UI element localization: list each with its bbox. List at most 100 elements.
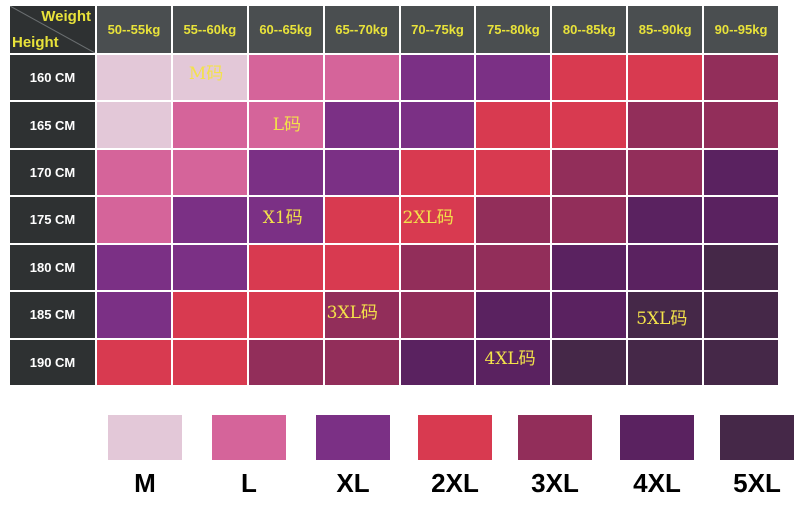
size-cell (400, 102, 475, 148)
size-color-legend: M L XL 2XL 3XL 4XL 5XL (0, 410, 800, 506)
size-cell (97, 339, 171, 385)
height-row-header: 165 CM (10, 102, 95, 148)
size-cell (476, 149, 551, 196)
size-cell (172, 244, 247, 291)
size-cell (248, 339, 323, 385)
size-cell (400, 55, 475, 101)
diagonal-divider (10, 6, 95, 53)
height-axis-label: Height (12, 34, 59, 51)
size-cell (324, 339, 399, 385)
size-cell (324, 102, 399, 148)
size-cell (97, 292, 171, 338)
size-cell: X1码 (248, 197, 323, 243)
size-region-label: 3XL码 (326, 303, 378, 324)
size-region-label: M码 (188, 64, 224, 84)
size-cell (97, 244, 171, 291)
legend-swatch (720, 415, 794, 460)
height-row-header: 175 CM (10, 197, 95, 243)
size-cell (552, 244, 627, 291)
height-row-header: 190 CM (10, 339, 95, 385)
height-row-header: 160 CM (10, 55, 95, 101)
size-cell (400, 339, 475, 385)
size-cell (172, 197, 247, 243)
size-cell (172, 149, 247, 196)
size-cell (248, 55, 323, 101)
weight-column-header: 90--95kg (704, 6, 778, 53)
header-corner: Weight Height (10, 6, 95, 53)
size-cell (476, 292, 551, 338)
size-cell (324, 55, 399, 101)
size-cell (97, 197, 171, 243)
size-cell (324, 244, 399, 291)
size-cell (97, 102, 171, 148)
weight-column-header: 60--65kg (248, 6, 323, 53)
size-cell (97, 55, 171, 101)
size-cell (628, 102, 703, 148)
weight-column-header: 80--85kg (552, 6, 627, 53)
size-cell (552, 102, 627, 148)
size-cell (476, 244, 551, 291)
size-cell (704, 292, 778, 338)
weight-column-header: 50--55kg (97, 6, 171, 53)
weight-column-header: 65--70kg (324, 6, 399, 53)
legend-size-label: L (241, 468, 257, 498)
legend-size-label: XL (336, 468, 370, 498)
size-cell (704, 149, 778, 196)
size-cell: 5XL码 (628, 292, 703, 338)
size-cell (248, 244, 323, 291)
size-cell (400, 149, 475, 196)
legend-size-label: 4XL (633, 468, 681, 498)
height-row-header: 185 CM (10, 292, 95, 338)
size-cell (172, 339, 247, 385)
legend-swatch (108, 415, 182, 460)
size-cell (400, 292, 475, 338)
height-row-header: 180 CM (10, 244, 95, 291)
size-region-label: 2XL码 (402, 208, 454, 229)
legend-swatch (620, 415, 694, 460)
size-cell (704, 197, 778, 243)
size-region-label: X1码 (262, 208, 303, 229)
size-cell (552, 55, 627, 101)
weight-column-header: 70--75kg (400, 6, 475, 53)
size-cell (476, 197, 551, 243)
legend-swatch (518, 415, 592, 460)
size-cell (324, 197, 399, 243)
size-cell (628, 149, 703, 196)
size-cell (552, 339, 627, 385)
weight-column-header: 75--80kg (476, 6, 551, 53)
height-row-header: 170 CM (10, 149, 95, 196)
size-cell (476, 102, 551, 148)
size-cell: 2XL码 (400, 197, 475, 243)
size-cell (172, 292, 247, 338)
weight-column-header: 85--90kg (628, 6, 703, 53)
size-cell (400, 244, 475, 291)
size-cell: L码 (248, 102, 323, 148)
size-cell (97, 149, 171, 196)
size-cell (704, 339, 778, 385)
weight-column-header: 55--60kg (172, 6, 247, 53)
size-cell (248, 149, 323, 196)
size-cell (628, 244, 703, 291)
legend-swatch (212, 415, 286, 460)
size-cell: M码 (172, 55, 247, 101)
legend-swatch (418, 415, 492, 460)
legend-size-label: 5XL (733, 468, 781, 498)
size-cell (628, 197, 703, 243)
legend-size-label: 3XL (531, 468, 579, 498)
size-cell (704, 244, 778, 291)
size-chart-table: Weight Height 50--55kg 55--60kg 60--65kg… (10, 6, 778, 385)
legend-swatch (316, 415, 390, 460)
size-cell (552, 149, 627, 196)
size-cell (628, 55, 703, 101)
legend-size-label: M (134, 468, 156, 498)
size-cell (704, 102, 778, 148)
size-cell: 3XL码 (324, 292, 399, 338)
size-region-label: L码 (272, 115, 302, 136)
size-cell (704, 55, 778, 101)
size-cell (248, 292, 323, 338)
size-cell: 4XL码 (476, 339, 551, 385)
size-cell (552, 197, 627, 243)
size-cell (172, 102, 247, 148)
size-cell (324, 149, 399, 196)
size-cell (476, 55, 551, 101)
